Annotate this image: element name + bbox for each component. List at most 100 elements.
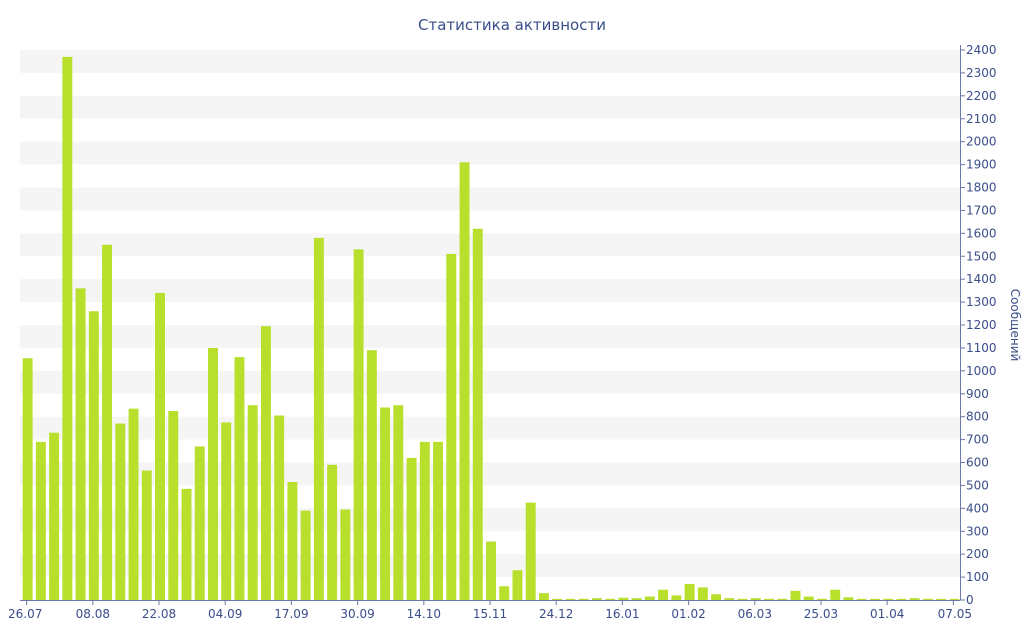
- bar: [883, 598, 894, 600]
- bar: [724, 598, 735, 600]
- bar: [115, 423, 126, 600]
- bar: [194, 446, 205, 600]
- grid-band: [20, 50, 960, 73]
- bar: [102, 244, 113, 601]
- x-tick-label: 07.05: [938, 607, 972, 621]
- bar: [168, 410, 179, 600]
- y-tick-label: 2400: [966, 43, 997, 57]
- bar: [538, 593, 549, 601]
- bar: [896, 598, 907, 600]
- bar: [684, 583, 695, 600]
- y-tick-label: 1900: [966, 158, 997, 172]
- bar: [843, 597, 854, 600]
- y-tick-label: 100: [966, 570, 989, 584]
- bar: [234, 357, 245, 600]
- bar: [22, 358, 33, 600]
- bar: [737, 598, 748, 600]
- bar: [578, 598, 589, 600]
- bar: [49, 432, 60, 600]
- y-tick-label: 500: [966, 478, 989, 492]
- y-tick-label: 600: [966, 456, 989, 470]
- bar: [353, 249, 364, 601]
- bar: [618, 597, 629, 600]
- x-tick-label: 25.03: [804, 607, 838, 621]
- bar: [552, 598, 563, 600]
- bar: [446, 253, 457, 600]
- y-tick-label: 1000: [966, 364, 997, 378]
- bar: [658, 589, 669, 600]
- y-tick-label: 300: [966, 524, 989, 538]
- bar: [247, 405, 258, 600]
- bar: [141, 470, 152, 600]
- y-tick-label: 1800: [966, 181, 997, 195]
- bar: [750, 598, 761, 600]
- y-tick-label: 1300: [966, 295, 997, 309]
- bar: [287, 481, 298, 600]
- bar: [605, 598, 616, 600]
- bar: [366, 350, 377, 600]
- x-tick-label: 17.09: [274, 607, 308, 621]
- bar: [803, 596, 814, 600]
- bar: [260, 326, 271, 600]
- bar: [949, 598, 960, 600]
- y-tick-label: 1100: [966, 341, 997, 355]
- bar: [671, 595, 682, 600]
- grid-band: [20, 95, 960, 119]
- bar: [406, 457, 417, 600]
- x-tick-label: 30.09: [340, 607, 374, 621]
- bar: [327, 464, 338, 600]
- y-axis-label: Сообщений: [1008, 289, 1022, 362]
- bar: [644, 596, 655, 600]
- bar: [88, 311, 99, 600]
- grid-band: [20, 279, 960, 303]
- y-tick-label: 800: [966, 410, 989, 424]
- bar: [817, 598, 827, 600]
- bar: [909, 598, 920, 600]
- bar: [128, 408, 139, 600]
- y-tick-label: 1400: [966, 272, 997, 286]
- y-tick-label: 400: [966, 501, 989, 515]
- y-tick-label: 0: [966, 593, 974, 607]
- x-tick-label: 24.12: [539, 607, 573, 621]
- y-tick-label: 1600: [966, 226, 997, 240]
- bar: [764, 598, 774, 600]
- bar: [35, 441, 46, 601]
- y-tick-label: 2300: [966, 66, 997, 80]
- grid-band: [20, 141, 960, 165]
- bar: [419, 441, 430, 601]
- bar: [697, 587, 708, 600]
- bar: [512, 570, 523, 600]
- x-tick-label: 15.11: [473, 607, 507, 621]
- bar: [221, 422, 232, 600]
- bar: [486, 541, 496, 600]
- bars: [22, 56, 960, 601]
- grid-band: [20, 187, 960, 211]
- bar: [181, 488, 192, 600]
- bar: [459, 162, 470, 601]
- bar: [790, 590, 801, 600]
- x-tick-label: 01.02: [671, 607, 705, 621]
- y-tick-label: 1500: [966, 249, 997, 263]
- x-tick-label: 06.03: [738, 607, 772, 621]
- y-tick-label: 1200: [966, 318, 997, 332]
- bar: [777, 598, 788, 600]
- x-tick-label: 26.07: [8, 607, 42, 621]
- x-tick-label: 04.09: [208, 607, 242, 621]
- bar: [711, 594, 722, 600]
- bar: [472, 228, 483, 600]
- chart-title: Статистика активности: [418, 16, 606, 34]
- y-tick-label: 2200: [966, 89, 997, 103]
- bar: [300, 510, 311, 601]
- bar: [936, 598, 947, 600]
- bar: [499, 586, 510, 600]
- x-tick-label: 16.01: [605, 607, 639, 621]
- bar: [380, 407, 391, 600]
- x-tick-label: 01.04: [870, 607, 904, 621]
- bar: [856, 598, 867, 600]
- y-axis-ticks: 0 100 200 300 400 500 600 700 800 900 1000 1100 1200…: [960, 43, 997, 607]
- bar: [565, 598, 576, 600]
- bar: [393, 405, 404, 600]
- y-tick-label: 2100: [966, 112, 997, 126]
